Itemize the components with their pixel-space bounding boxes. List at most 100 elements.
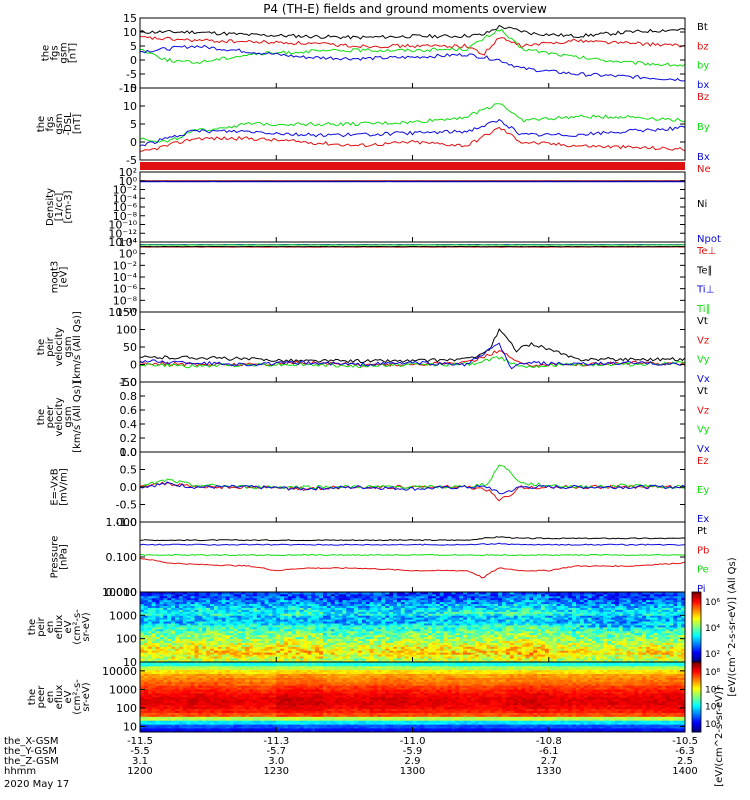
heatmap-cell: [307, 638, 312, 642]
heatmap-cell: [175, 595, 180, 599]
heatmap-cell: [482, 658, 487, 661]
heatmap-cell: [525, 634, 530, 638]
heatmap-cell: [412, 658, 417, 661]
heatmap-cell: [482, 595, 487, 599]
heatmap-cell: [502, 648, 507, 651]
heatmap-cell: [478, 619, 483, 622]
heatmap-cell: [346, 621, 351, 624]
heatmap-cell: [284, 593, 289, 597]
heatmap-cell: [315, 592, 320, 595]
heatmap-cell: [377, 640, 382, 643]
heatmap-cell: [315, 644, 320, 647]
heatmap-cell: [311, 638, 316, 642]
heatmap-cell: [182, 623, 188, 626]
heatmap-cell: [280, 642, 285, 645]
heatmap-cell: [634, 634, 639, 638]
heatmap-cell: [416, 617, 421, 620]
heatmap-cell: [276, 634, 281, 638]
heatmap-cell: [315, 603, 320, 607]
heatmap-cell: [186, 613, 191, 616]
heatmap-cell: [237, 646, 242, 649]
heatmap-cell: [163, 628, 168, 632]
heatmap-cell: [540, 611, 546, 614]
heatmap-cell: [389, 599, 394, 603]
heatmap-cell: [548, 623, 554, 626]
heatmap-cell: [307, 593, 312, 597]
heatmap-cell: [642, 605, 647, 608]
heatmap-cell: [420, 642, 425, 645]
heatmap-cell: [439, 628, 445, 632]
heatmap-cell: [626, 611, 631, 614]
heatmap-cell: [171, 592, 176, 595]
heatmap-cell: [264, 599, 269, 603]
heatmap-cell: [361, 592, 367, 595]
heatmap-cell: [607, 625, 612, 628]
heatmap-cell: [583, 628, 589, 632]
heatmap-cell: [151, 593, 156, 597]
heatmap-cell: [424, 660, 429, 663]
heatmap-cell: [583, 601, 589, 605]
heatmap-cell: [544, 607, 550, 610]
heatmap-cell: [494, 615, 499, 618]
heatmap-cell: [342, 658, 347, 661]
heatmap-cell: [529, 627, 534, 630]
heatmap-cell: [369, 642, 374, 645]
heatmap-cell: [498, 595, 503, 599]
heatmap-cell: [365, 605, 371, 608]
heatmap-cell: [529, 595, 534, 599]
heatmap-cell: [576, 627, 581, 630]
heatmap-cell: [268, 658, 273, 661]
heatmap-cell: [295, 623, 300, 626]
heatmap-cell: [646, 609, 651, 612]
heatmap-cell: [346, 611, 351, 614]
heatmap-cell: [509, 603, 515, 607]
heatmap-cell: [630, 617, 635, 620]
heatmap-cell: [252, 607, 258, 610]
heatmap-cell: [264, 654, 269, 657]
heatmap-cell: [229, 642, 234, 645]
heatmap-cell: [182, 638, 188, 642]
heatmap-cell: [338, 634, 343, 638]
heatmap-cell: [182, 613, 188, 616]
heatmap-cell: [478, 642, 483, 645]
heatmap-cell: [167, 656, 172, 659]
heatmap-cell: [194, 595, 199, 599]
heatmap-cell: [435, 613, 441, 616]
heatmap-cell: [229, 592, 234, 595]
heatmap-cell: [431, 630, 437, 634]
heatmap-cell: [171, 646, 176, 649]
heatmap-cell: [490, 660, 495, 663]
heatmap-cell: [245, 601, 250, 605]
heatmap-cell: [319, 605, 324, 608]
heatmap-cell: [560, 652, 565, 655]
heatmap-cell: [361, 636, 367, 640]
heatmap-cell: [334, 636, 339, 640]
heatmap-cell: [233, 621, 238, 624]
heatmap-cell: [611, 592, 616, 595]
heatmap-cell: [210, 611, 215, 614]
heatmap-cell: [474, 650, 480, 653]
heatmap-cell: [237, 625, 242, 628]
heatmap-cell: [517, 611, 522, 614]
heatmap-cell: [326, 607, 332, 610]
heatmap-cell: [260, 625, 265, 628]
heatmap-cell: [202, 652, 207, 655]
heatmap-cell: [213, 592, 219, 595]
heatmap-cell: [338, 654, 343, 657]
heatmap-cell: [412, 593, 417, 597]
heatmap-cell: [630, 652, 635, 655]
heatmap-cell: [268, 634, 273, 638]
heatmap-cell: [299, 601, 304, 605]
heatmap-cell: [634, 599, 639, 603]
heatmap-cell: [400, 621, 406, 624]
heatmap-cell: [513, 623, 518, 626]
heatmap-cell: [295, 621, 300, 624]
heatmap-cell: [513, 646, 518, 649]
heatmap-cell: [634, 652, 639, 655]
heatmap-cell: [213, 638, 219, 642]
heatmap-cell: [560, 648, 565, 651]
heatmap-cell: [486, 615, 491, 618]
heatmap-cell: [646, 632, 651, 636]
heatmap-cell: [354, 632, 359, 636]
heatmap-cell: [190, 595, 195, 599]
